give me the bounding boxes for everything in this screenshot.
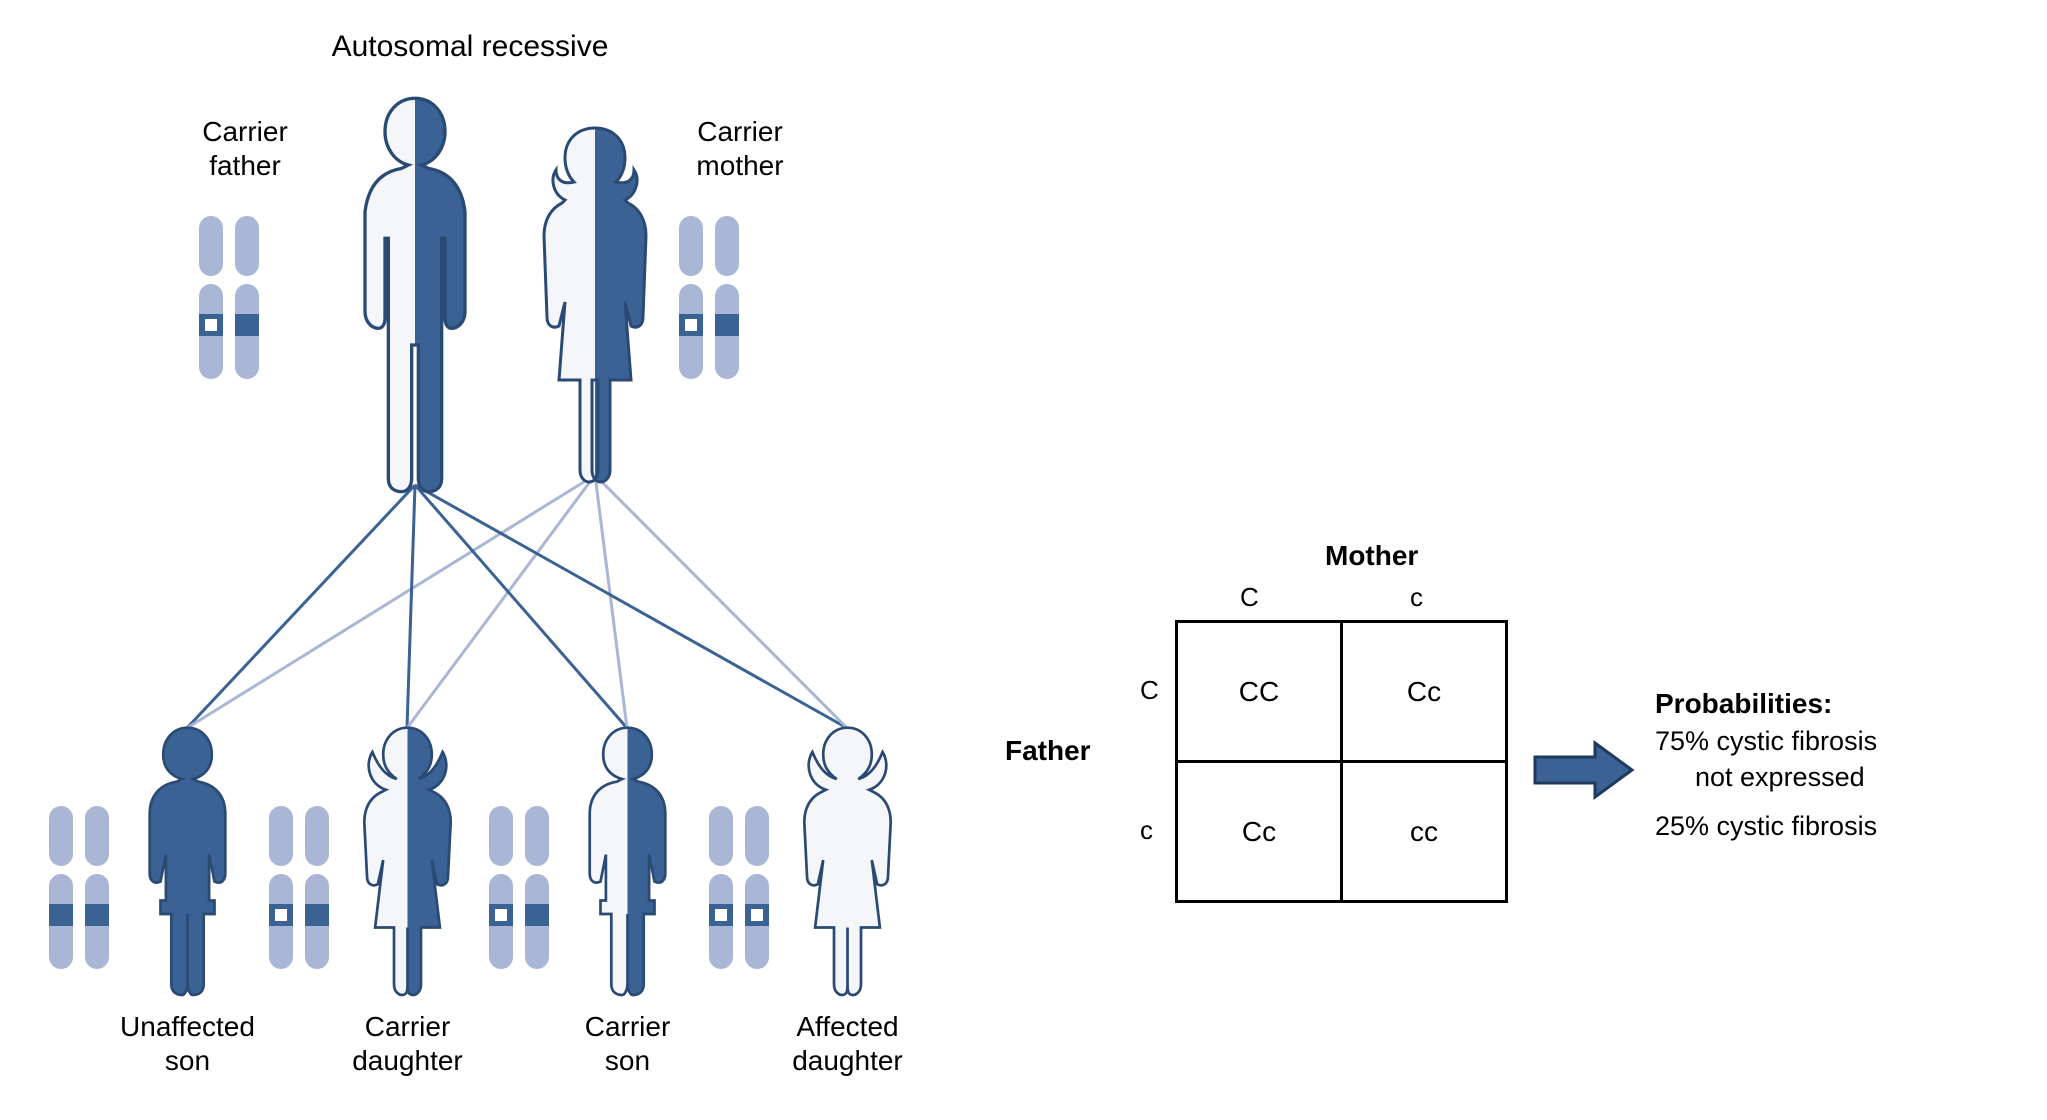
mother-figure [520,115,670,495]
child-1-figure [340,720,475,1000]
child-1-chromosomes [265,800,335,980]
punnett-row-1: c [1140,815,1153,846]
probabilities-heading: Probabilities: [1655,685,1975,723]
punnett-side-label: Father [1005,735,1091,767]
probabilities-block: Probabilities: 75% cystic fibrosis not e… [1655,685,1975,844]
mother-chromosomes [675,210,745,390]
punnett-panel: Mother C c Father C c CC Cc Cc cc [1020,20,2027,1089]
punnett-col-0: C [1240,582,1259,613]
father-label: Carrierfather [175,115,315,182]
probabilities-line2: 25% cystic fibrosis [1655,808,1975,844]
father-figure [330,95,500,495]
child-0-label: Unaffectedson [90,1010,285,1077]
father-chromosomes [195,210,265,390]
child-2-figure [560,720,695,1000]
punnett-cell-0-1: Cc [1342,622,1507,762]
pedigree-diagram: Autosomal recessive CarrierfatherCarrier… [20,20,1020,1089]
punnett-cell-1-0: Cc [1177,762,1342,902]
punnett-top-label: Mother [1325,540,1418,572]
punnett-row-0: C [1140,675,1159,706]
probabilities-line1a: 75% cystic fibrosis [1655,723,1975,759]
punnett-cell-0-0: CC [1177,622,1342,762]
punnett-square: CC Cc Cc cc [1175,620,1508,903]
arrow-icon [1530,735,1640,805]
child-3-label: Affecteddaughter [750,1010,945,1077]
probabilities-line1b: not expressed [1655,759,1975,795]
child-2-label: Carrierson [530,1010,725,1077]
child-0-figure [120,720,255,1000]
punnett-col-1: c [1410,582,1423,613]
child-2-chromosomes [485,800,555,980]
child-3-figure [780,720,915,1000]
punnett-cell-1-1: cc [1342,762,1507,902]
child-3-chromosomes [705,800,775,980]
child-0-chromosomes [45,800,115,980]
mother-label: Carriermother [670,115,810,182]
child-1-label: Carrierdaughter [310,1010,505,1077]
